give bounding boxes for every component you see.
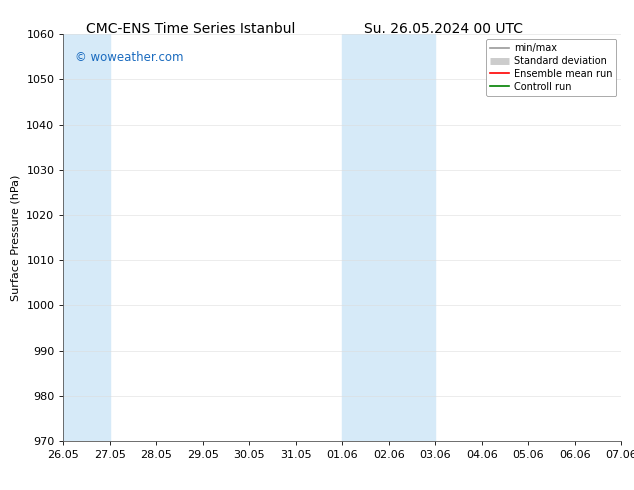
- Text: © woweather.com: © woweather.com: [75, 50, 183, 64]
- Text: CMC-ENS Time Series Istanbul: CMC-ENS Time Series Istanbul: [86, 22, 295, 36]
- Text: Su. 26.05.2024 00 UTC: Su. 26.05.2024 00 UTC: [365, 22, 523, 36]
- Bar: [389, 34, 436, 441]
- Y-axis label: Surface Pressure (hPa): Surface Pressure (hPa): [11, 174, 21, 301]
- Bar: [63, 34, 110, 441]
- Bar: [342, 34, 389, 441]
- Legend: min/max, Standard deviation, Ensemble mean run, Controll run: min/max, Standard deviation, Ensemble me…: [486, 39, 616, 96]
